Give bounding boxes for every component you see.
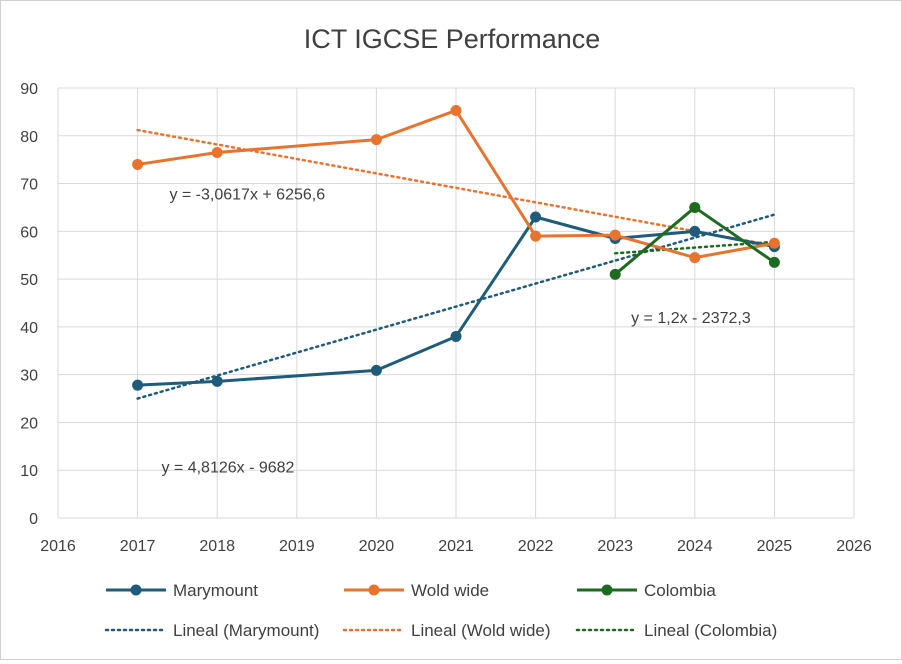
legend-marker-0 (130, 584, 142, 596)
x-tick-label-2024: 2024 (677, 538, 713, 555)
grid (57, 87, 855, 519)
legend: Marymount Wold wide Colombia Lineal (Marymo… (104, 581, 777, 640)
series-1-point-2 (370, 134, 382, 146)
y-tick-label-50: 50 (20, 272, 38, 289)
series-0-point-2 (370, 364, 382, 376)
series-lines (132, 104, 780, 391)
series-line-0 (137, 215, 775, 387)
trend-equation-0: y = -3,0617x + 6256,6 (169, 186, 325, 203)
series-0-point-4 (530, 211, 542, 223)
series-0-point-3 (450, 330, 462, 342)
trend-equation-2: y = 4,8126x - 9682 (161, 460, 294, 477)
series-0-point-1 (211, 375, 223, 387)
trend-equation-1: y = 1,2x - 2372,3 (631, 310, 751, 327)
x-tick-label-2019: 2019 (279, 538, 315, 555)
x-tick-labels: 2016 2017 2018 2019 2020 2021 2022 2023 2024 2025… (40, 538, 872, 555)
x-tick-label-2016: 2016 (40, 538, 76, 555)
y-tick-label-60: 60 (20, 224, 38, 241)
series-1-point-4 (530, 230, 542, 242)
legend-trend-label-1: Lineal (Wold wide) (411, 621, 551, 640)
legend-marker-1 (368, 584, 380, 596)
legend-trend-label-2: Lineal (Colombia) (644, 621, 777, 640)
y-tick-label-80: 80 (20, 129, 38, 146)
series-2-point-2 (768, 256, 780, 268)
y-tick-label-40: 40 (20, 320, 38, 337)
y-tick-labels: 0 10 20 30 40 50 60 70 80 90 (20, 81, 38, 528)
y-tick-label-70: 70 (20, 177, 38, 194)
y-tick-label-10: 10 (20, 463, 38, 480)
y-tick-label-90: 90 (20, 81, 38, 98)
legend-label-2: Colombia (644, 581, 716, 600)
series-1-point-5 (609, 229, 621, 241)
series-0-point-0 (132, 379, 144, 391)
x-tick-label-2020: 2020 (359, 538, 395, 555)
series-1-point-3 (450, 104, 462, 116)
series-1-point-0 (132, 158, 144, 170)
x-tick-label-2022: 2022 (518, 538, 554, 555)
x-tick-label-2026: 2026 (836, 538, 872, 555)
y-tick-label-30: 30 (20, 368, 38, 385)
series-1-point-7 (768, 237, 780, 249)
legend-trend-label-0: Lineal (Marymount) (173, 621, 319, 640)
series-1-point-6 (689, 252, 701, 264)
x-tick-label-2018: 2018 (199, 538, 235, 555)
legend-marker-2 (601, 584, 613, 596)
x-tick-label-2025: 2025 (757, 538, 793, 555)
chart-title: ICT IGCSE Performance (304, 24, 601, 54)
series-line-1 (137, 108, 775, 260)
series-0-point-6 (689, 225, 701, 237)
series-1-point-1 (211, 147, 223, 158)
legend-label-0: Marymount (173, 581, 258, 600)
series-2-point-0 (609, 268, 621, 280)
y-tick-label-0: 0 (29, 511, 38, 528)
x-tick-label-2023: 2023 (597, 538, 633, 555)
x-tick-label-2021: 2021 (438, 538, 474, 555)
trendline-0 (136, 213, 776, 400)
x-tick-label-2017: 2017 (120, 538, 156, 555)
trend-equations: y = -3,0617x + 6256,6 y = 1,2x - 2372,3 y … (161, 186, 750, 476)
series-2-point-1 (689, 201, 701, 213)
legend-label-1: Wold wide (411, 581, 489, 600)
y-tick-label-20: 20 (20, 415, 38, 432)
